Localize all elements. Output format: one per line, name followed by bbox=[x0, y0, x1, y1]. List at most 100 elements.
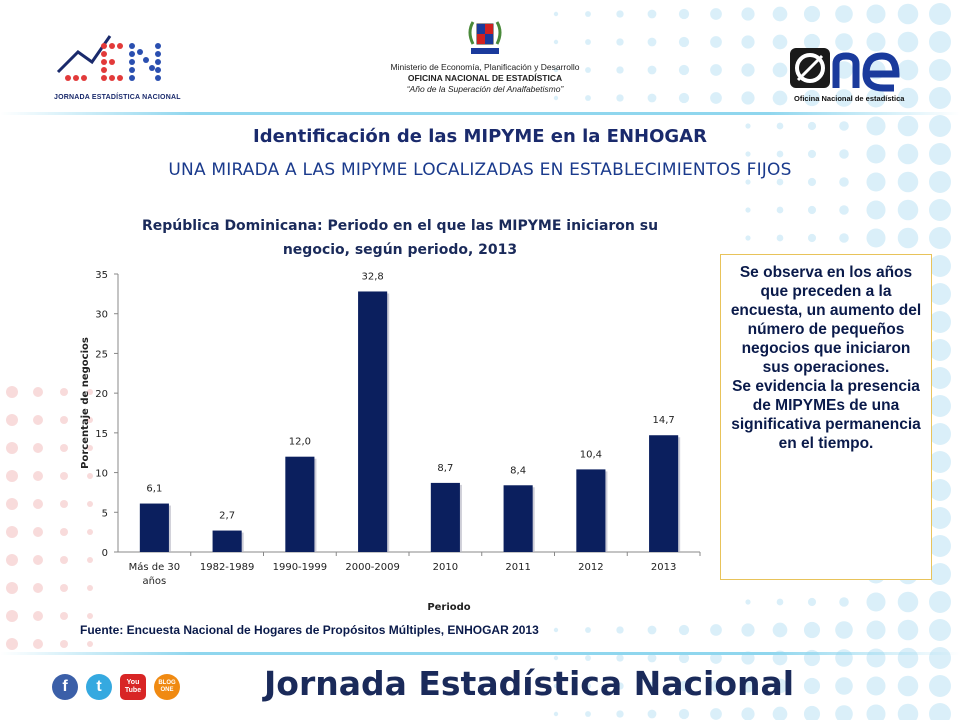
background-dot bbox=[897, 171, 919, 193]
background-dot bbox=[710, 36, 722, 48]
background-dot bbox=[772, 34, 788, 50]
bar-data-label: 8,4 bbox=[510, 465, 526, 476]
youtube-icon[interactable]: You Tube bbox=[120, 674, 146, 700]
background-dot bbox=[60, 500, 68, 508]
background-dot bbox=[647, 625, 657, 635]
background-dot bbox=[678, 36, 690, 48]
background-dot bbox=[807, 597, 817, 607]
background-dot bbox=[897, 31, 919, 53]
background-dot bbox=[647, 709, 657, 719]
background-dot bbox=[776, 206, 784, 214]
ministry-header: Ministerio de Economía, Planificación y … bbox=[360, 14, 610, 110]
background-dot bbox=[839, 205, 849, 215]
background-dot bbox=[929, 591, 951, 613]
background-dot bbox=[741, 63, 755, 77]
background-dot bbox=[835, 5, 853, 23]
background-dot bbox=[929, 535, 951, 557]
bar bbox=[576, 469, 606, 552]
background-dot bbox=[6, 442, 18, 454]
background-dot bbox=[60, 528, 68, 536]
background-dot bbox=[807, 149, 817, 159]
bar-data-label: 8,7 bbox=[437, 463, 453, 474]
bar-chart: 0 5 10 15 20 25 30 35 6,1 Más de 30 años 2,7 1982-19… bbox=[80, 270, 701, 613]
background-dot bbox=[647, 93, 657, 103]
background-dot bbox=[585, 655, 591, 661]
footer-divider bbox=[0, 652, 960, 655]
background-dot bbox=[60, 416, 68, 424]
background-dot bbox=[929, 563, 951, 585]
background-dot bbox=[839, 177, 849, 187]
y-tick-label: 5 bbox=[102, 508, 108, 519]
background-dot bbox=[803, 705, 821, 720]
background-dot bbox=[60, 640, 68, 648]
background-dot bbox=[33, 583, 43, 593]
background-dot bbox=[866, 200, 886, 220]
one-logo-caption: Oficina Nacional de estadística bbox=[794, 94, 905, 103]
bar bbox=[649, 435, 679, 552]
background-dot bbox=[616, 10, 624, 18]
background-dot bbox=[745, 599, 751, 605]
background-dot bbox=[929, 255, 951, 277]
bar-data-label: 2,7 bbox=[219, 511, 235, 522]
background-dot bbox=[678, 652, 690, 664]
background-dot bbox=[33, 499, 43, 509]
slide-subtitle: UNA MIRADA A LAS MIPYME LOCALIZADAS EN E… bbox=[168, 160, 792, 180]
background-dot bbox=[803, 5, 821, 23]
header-divider bbox=[0, 112, 960, 115]
background-dot bbox=[897, 87, 919, 109]
background-dot bbox=[60, 388, 68, 396]
background-dot bbox=[553, 711, 559, 717]
background-dot bbox=[741, 623, 755, 637]
callout-paragraph-1: Se observa en los años que preceden a la… bbox=[730, 264, 922, 376]
background-dot bbox=[929, 115, 951, 137]
background-dot bbox=[6, 582, 18, 594]
background-dot bbox=[710, 624, 722, 636]
facebook-icon[interactable]: f bbox=[52, 674, 78, 700]
background-dot-pattern-left bbox=[6, 386, 93, 650]
twitter-icon[interactable]: t bbox=[86, 674, 112, 700]
background-dot bbox=[866, 704, 886, 720]
background-dot bbox=[897, 115, 919, 137]
background-dot bbox=[741, 707, 755, 720]
background-dot bbox=[33, 443, 43, 453]
background-dot bbox=[585, 11, 591, 17]
background-dot bbox=[803, 621, 821, 639]
background-dot bbox=[710, 92, 722, 104]
background-dot bbox=[87, 613, 93, 619]
background-dot bbox=[678, 624, 690, 636]
background-dot bbox=[710, 64, 722, 76]
bar bbox=[285, 456, 315, 552]
background-dot bbox=[929, 339, 951, 361]
background-dot bbox=[741, 7, 755, 21]
background-dot bbox=[87, 585, 93, 591]
background-dot bbox=[929, 227, 951, 249]
background-dot bbox=[87, 529, 93, 535]
background-dot bbox=[647, 681, 657, 691]
x-tick-label: 2000-2009 bbox=[345, 562, 400, 573]
background-dot bbox=[710, 652, 722, 664]
background-dot bbox=[772, 678, 788, 694]
x-tick-label: 2012 bbox=[578, 562, 603, 573]
background-dot bbox=[87, 641, 93, 647]
background-dot bbox=[772, 62, 788, 78]
background-dot bbox=[839, 233, 849, 243]
background-dot bbox=[585, 711, 591, 717]
y-tick-label: 35 bbox=[95, 270, 108, 281]
x-tick-label: años bbox=[142, 576, 166, 587]
background-dot bbox=[929, 675, 951, 697]
background-dot bbox=[741, 35, 755, 49]
office-name: OFICINA NACIONAL DE ESTADÍSTICA bbox=[407, 73, 563, 83]
background-dot bbox=[553, 67, 559, 73]
background-dot bbox=[6, 386, 18, 398]
background-dot bbox=[897, 647, 919, 669]
background-dot bbox=[616, 66, 624, 74]
background-dot bbox=[87, 557, 93, 563]
chart-title-line-1: República Dominicana: Periodo en el que … bbox=[141, 218, 659, 234]
jornada-estadistica-logo: JORNADA ESTADÍSTICA NACIONAL bbox=[48, 22, 188, 108]
background-dot bbox=[745, 179, 751, 185]
background-dot bbox=[585, 39, 591, 45]
blog-icon[interactable]: BLOG ONE bbox=[154, 674, 180, 700]
background-dot bbox=[745, 151, 751, 157]
background-dot bbox=[929, 59, 951, 81]
bar-data-label: 12,0 bbox=[289, 437, 311, 448]
